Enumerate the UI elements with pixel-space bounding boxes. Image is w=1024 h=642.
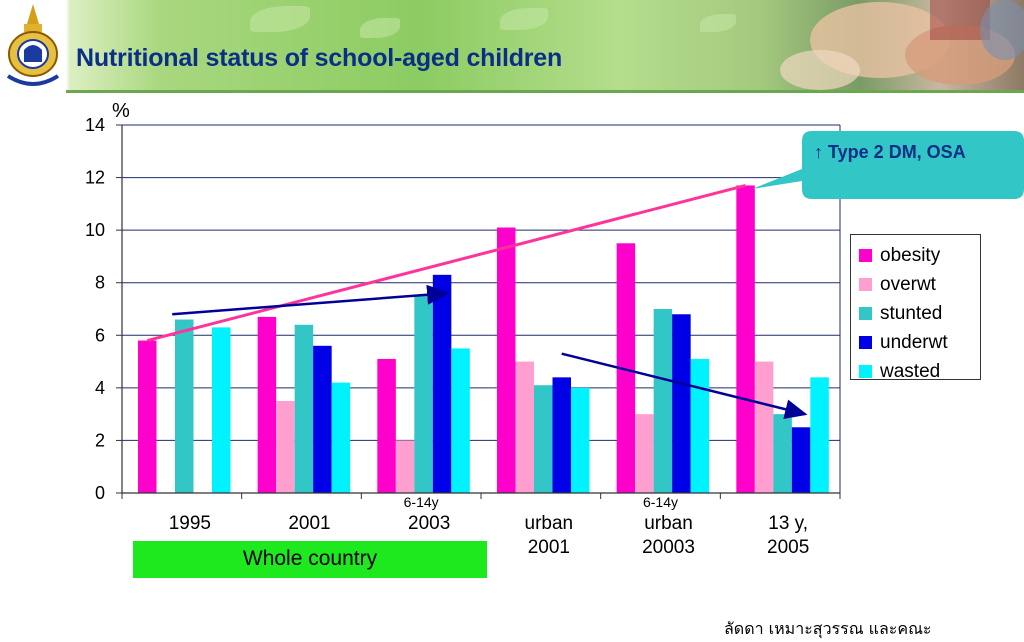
legend-label: stunted [880,302,943,324]
bar-obesity [497,227,516,493]
bar-overwt [395,440,415,493]
x-tick-label: 2003 [408,513,451,534]
bar-stunted [414,295,433,493]
bar-underwt [672,314,691,493]
legend-item-stunted: stunted [859,299,980,328]
x-tick-label: urban 20003 [642,513,695,558]
bar-obesity [138,340,157,493]
bar-underwt [432,274,452,493]
y-tick-label: 10 [85,220,105,240]
legend-swatch [859,249,872,262]
legend-item-obesity: obesity [859,241,980,270]
legend-swatch [859,365,872,378]
page-title: Nutritional status of school-aged childr… [76,44,563,72]
bar-wasted [212,327,231,493]
x-tick-label: 13 y, 2005 [767,513,810,558]
bar-wasted [571,387,590,493]
header-banner [0,0,1024,92]
callout-bubble [752,131,1024,199]
temple-crest-icon [6,4,60,86]
bar-stunted [294,324,314,493]
leaf-decoration [500,8,548,30]
bar-overwt [515,361,534,493]
legend-swatch [859,336,872,349]
obesity-trend-line [146,184,746,342]
bar-stunted [175,319,194,493]
age-range-note: 6-14y [403,494,439,510]
leaf-decoration [700,14,736,32]
bar-wasted [690,358,710,493]
whole-country-label: Whole country [133,541,487,578]
callout-text: ↑ Type 2 DM, OSA [814,142,966,162]
leaf-decoration [360,18,400,38]
legend-label: underwt [880,331,948,353]
legend-label: obesity [880,244,941,266]
legend-item-overwt: overwt [859,270,980,299]
legend-swatch [859,307,872,320]
age-range-note: 6-14y [642,494,679,510]
legend-label: wasted [880,360,941,382]
bar-overwt [635,414,654,493]
y-tick-label: 8 [95,273,105,293]
bar-overwt [276,401,295,493]
bar-obesity [257,316,277,493]
y-tick-label: 4 [95,378,105,398]
bar-wasted [810,377,829,493]
bar-underwt [791,427,811,493]
legend-label: overwt [880,273,936,295]
trend-arrow [172,284,450,316]
bar-wasted [451,348,470,493]
y-tick-label: 14 [85,115,105,135]
y-tick-label: 12 [85,168,105,188]
y-tick-label: 2 [95,430,105,450]
y-axis-label: % [112,100,130,122]
bar-obesity [377,358,396,493]
bar-stunted [773,414,792,493]
banner-divider [66,90,1024,93]
x-tick-label: 2001 [288,513,331,534]
children-hands-photo [780,0,1024,90]
bar-stunted [653,309,673,493]
author-credit: ลัดดา เหมาะสุวรรณ และคณะ [724,619,932,638]
bar-obesity [736,185,755,493]
x-tick-label: 1995 [168,513,211,534]
legend-swatch [859,278,872,291]
bar-obesity [616,243,636,493]
bar-stunted [534,385,553,493]
chart-legend: obesity overwt stunted underwt wasted [850,234,981,382]
bar-underwt [313,345,332,493]
legend-item-wasted: wasted [859,357,980,386]
y-tick-label: 6 [95,325,105,345]
bar-wasted [331,382,351,493]
bar-overwt [754,361,774,493]
x-tick-label: urban 2001 [524,513,574,558]
y-tick-label: 0 [95,483,105,503]
bar-underwt [552,377,571,493]
legend-item-underwt: underwt [859,328,980,357]
trend-arrow [561,352,808,420]
